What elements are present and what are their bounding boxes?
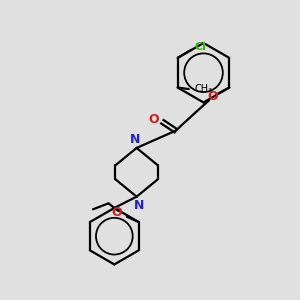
Text: O: O: [208, 90, 218, 103]
Text: CH₃: CH₃: [195, 84, 213, 94]
Text: Cl: Cl: [194, 43, 206, 52]
Text: O: O: [111, 206, 122, 219]
Text: O: O: [148, 113, 159, 126]
Text: N: N: [130, 133, 140, 146]
Text: N: N: [134, 199, 144, 212]
